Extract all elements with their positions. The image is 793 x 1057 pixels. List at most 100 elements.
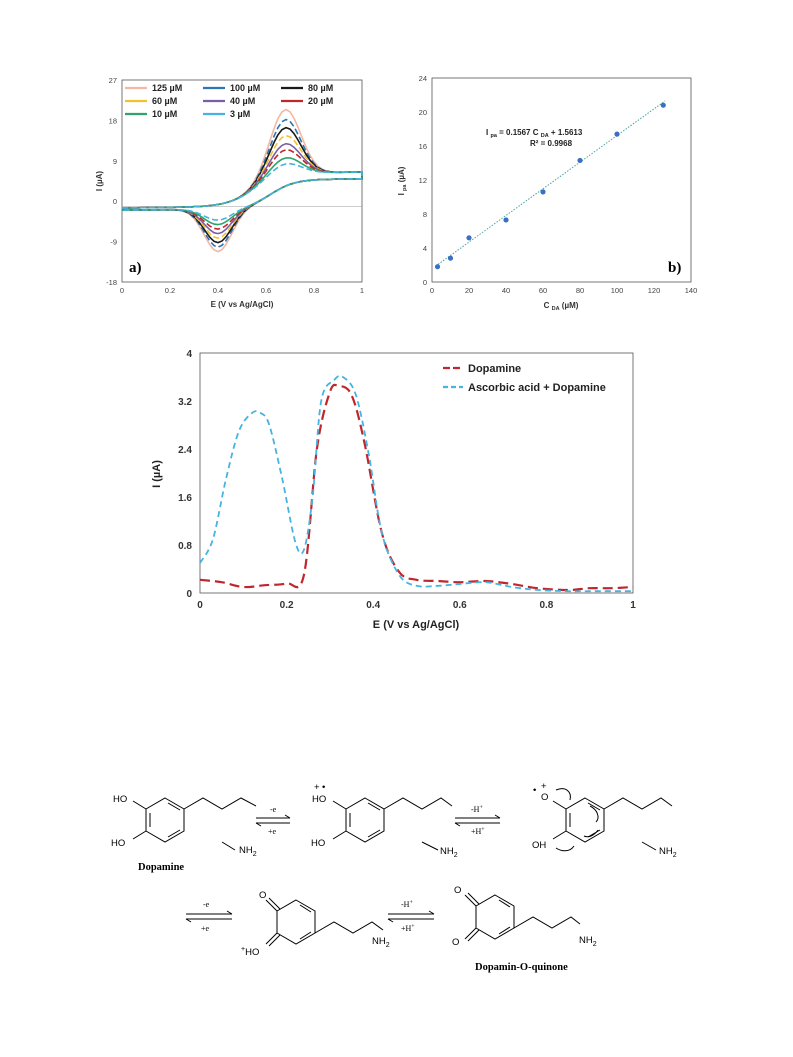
b-xtick-label: 0 bbox=[430, 286, 434, 295]
equilibrium-arrow-1: -e +e bbox=[255, 805, 291, 836]
data-point bbox=[447, 255, 454, 261]
panel-b-ylabel: I pa (µA) bbox=[397, 166, 408, 195]
a-legend-label: 80 µM bbox=[308, 83, 333, 93]
svg-text:NH2: NH2 bbox=[440, 846, 458, 859]
svg-text:+HO: +HO bbox=[241, 946, 259, 958]
b-ytick-label: 24 bbox=[419, 74, 427, 83]
data-point bbox=[503, 217, 509, 223]
svg-text:HO: HO bbox=[312, 794, 326, 805]
svg-text:+: + bbox=[541, 781, 547, 792]
b-xtick-label: 20 bbox=[465, 286, 473, 295]
dpv-curve-dopamine bbox=[199, 383, 634, 592]
r-squared: R² = 0.9968 bbox=[530, 139, 573, 148]
c-xtick-label: 0.6 bbox=[453, 600, 467, 611]
svg-text:HO: HO bbox=[311, 838, 325, 849]
svg-text:-H+: -H+ bbox=[471, 805, 483, 814]
regression-equation: I pa = 0.1567 C DA + 1.5613 bbox=[486, 128, 583, 139]
svg-text:+e: +e bbox=[201, 924, 210, 933]
svg-text:HO: HO bbox=[113, 794, 127, 805]
a-legend-label: 3 µM bbox=[230, 109, 250, 119]
c-ytick-label: 4 bbox=[186, 349, 192, 360]
b-ytick-label: 8 bbox=[423, 210, 427, 219]
data-point bbox=[434, 264, 441, 270]
equilibrium-arrow-4: -H+ +H+ bbox=[387, 900, 435, 933]
panel-a-label: a) bbox=[129, 260, 142, 276]
svg-text:+H+: +H+ bbox=[471, 827, 485, 836]
a-ytick-label: -9 bbox=[110, 238, 117, 247]
a-legend-label: 100 µM bbox=[230, 83, 260, 93]
b-xtick-label: 140 bbox=[685, 286, 698, 295]
b-ytick-label: 12 bbox=[419, 176, 427, 185]
c-xtick-label: 0.4 bbox=[366, 600, 380, 611]
svg-text:NH2: NH2 bbox=[239, 845, 257, 858]
dpv-ylabel: I (µA) bbox=[151, 460, 163, 488]
svg-text:Dopamine: Dopamine bbox=[138, 862, 184, 873]
svg-text:Dopamin-O-quinone: Dopamin-O-quinone bbox=[475, 962, 568, 973]
svg-text:O: O bbox=[454, 885, 461, 896]
cv-curve-3um bbox=[121, 162, 363, 221]
a-ytick-label: 9 bbox=[113, 157, 117, 166]
plot-frame-b bbox=[431, 77, 692, 283]
panel-b-label: b) bbox=[668, 260, 681, 276]
svg-text:O: O bbox=[541, 792, 548, 803]
svg-text:+: + bbox=[314, 782, 320, 793]
quinone-cation-molecule: O +HO NH2 bbox=[241, 890, 390, 958]
a-xtick-label: 0 bbox=[120, 286, 124, 295]
c-xtick-label: 0 bbox=[197, 600, 203, 611]
data-point bbox=[540, 189, 546, 195]
a-legend-label: 10 µM bbox=[152, 109, 177, 119]
svg-text:•: • bbox=[322, 782, 325, 793]
dpv-xlabel: E (V vs Ag/AgCl) bbox=[373, 619, 460, 631]
a-ytick-label: -18 bbox=[106, 278, 117, 287]
b-ytick-label: 16 bbox=[419, 142, 427, 151]
o-quinone-molecule: O O NH2 Dopamin-O-quinone bbox=[452, 885, 597, 973]
svg-text:•: • bbox=[533, 785, 536, 796]
b-ytick-label: 20 bbox=[419, 108, 427, 117]
b-ytick-label: 4 bbox=[423, 244, 427, 253]
a-xtick-label: 0.6 bbox=[261, 286, 271, 295]
a-ytick-label: 18 bbox=[109, 116, 117, 125]
equilibrium-arrow-2: -H+ +H+ bbox=[454, 805, 501, 836]
svg-text:HO: HO bbox=[111, 838, 125, 849]
radical-cation-molecule: HO + • HO NH2 bbox=[311, 782, 458, 859]
data-point bbox=[577, 157, 583, 164]
svg-text:-e: -e bbox=[270, 805, 277, 814]
c-ytick-label: 3.2 bbox=[178, 397, 192, 408]
c-xtick-label: 0.2 bbox=[280, 600, 294, 611]
a-legend-label: 40 µM bbox=[230, 96, 255, 106]
a-xtick-label: 0.8 bbox=[309, 286, 319, 295]
svg-text:-H+: -H+ bbox=[401, 900, 413, 909]
phenoxyl-radical-molecule: O • + OH NH2 bbox=[532, 781, 677, 859]
svg-text:O: O bbox=[452, 937, 459, 948]
b-xtick-label: 80 bbox=[576, 286, 584, 295]
b-xtick-label: 120 bbox=[648, 286, 661, 295]
a-ytick-label: 0 bbox=[113, 197, 117, 206]
c-ytick-label: 1.6 bbox=[178, 493, 192, 504]
data-point bbox=[660, 102, 666, 108]
svg-text:NH2: NH2 bbox=[372, 936, 390, 949]
a-xtick-label: 1 bbox=[360, 286, 364, 295]
dopamine-molecule: HO HO NH2 Dopamine bbox=[111, 794, 257, 873]
plot-frame-a bbox=[121, 79, 363, 283]
a-legend-label: 20 µM bbox=[308, 96, 333, 106]
a-xtick-label: 0.2 bbox=[165, 286, 175, 295]
panel-a-ylabel: I (µA) bbox=[95, 171, 104, 191]
b-xtick-label: 100 bbox=[611, 286, 624, 295]
svg-text:-e: -e bbox=[203, 900, 210, 909]
c-xtick-label: 0.8 bbox=[539, 600, 553, 611]
equilibrium-arrow-3: -e +e bbox=[185, 900, 233, 933]
svg-text:NH2: NH2 bbox=[579, 935, 597, 948]
dpv-curve-ascorbic-dopamine bbox=[199, 374, 633, 593]
a-xtick-label: 0.4 bbox=[213, 286, 223, 295]
a-legend-label: 125 µM bbox=[152, 83, 182, 93]
c-ytick-label: 0 bbox=[186, 589, 192, 600]
b-xtick-label: 40 bbox=[502, 286, 510, 295]
c-legend-label: Ascorbic acid + Dopamine bbox=[468, 382, 606, 394]
a-ytick-label: 27 bbox=[109, 76, 117, 85]
svg-text:NH2: NH2 bbox=[659, 846, 677, 859]
svg-text:+e: +e bbox=[268, 827, 277, 836]
b-xtick-label: 60 bbox=[539, 286, 547, 295]
